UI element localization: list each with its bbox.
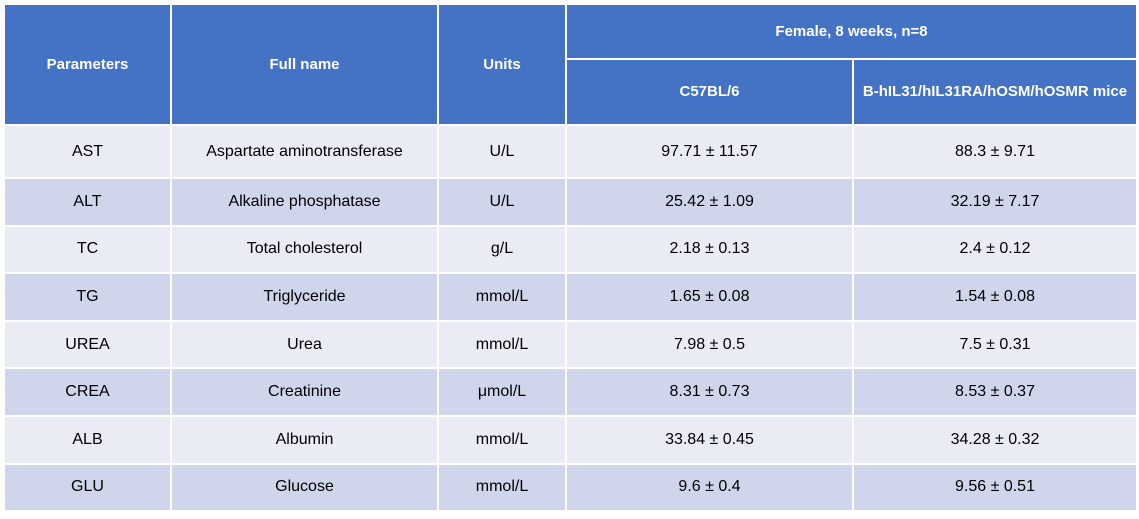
cell-c57bl6-value: 7.98 ± 0.5 — [565, 319, 854, 370]
header-units: Units — [437, 3, 567, 126]
cell-humanized-value: 88.3 ± 9.71 — [852, 124, 1138, 179]
table-row: UREA Urea mmol/L 7.98 ± 0.5 7.5 ± 0.31 — [3, 319, 1138, 370]
cell-parameter: TC — [3, 224, 172, 275]
cell-humanized-value: 7.5 ± 0.31 — [852, 319, 1138, 370]
cell-unit: mmol/L — [437, 272, 567, 322]
table-header: Parameters Full name Units Female, 8 wee… — [3, 3, 1138, 126]
cell-c57bl6-value: 2.18 ± 0.13 — [565, 224, 854, 275]
cell-full-name: Urea — [170, 319, 439, 370]
cell-c57bl6-value: 9.6 ± 0.4 — [565, 462, 854, 513]
cell-parameter: AST — [3, 124, 172, 179]
cell-unit: μmol/L — [437, 367, 567, 417]
cell-humanized-value: 8.53 ± 0.37 — [852, 367, 1138, 417]
cell-c57bl6-value: 8.31 ± 0.73 — [565, 367, 854, 417]
header-strain-c57bl6: C57BL/6 — [565, 58, 854, 126]
cell-c57bl6-value: 25.42 ± 1.09 — [565, 177, 854, 227]
cell-unit: U/L — [437, 124, 567, 179]
header-row-top: Parameters Full name Units Female, 8 wee… — [3, 3, 1138, 126]
cell-unit: mmol/L — [437, 319, 567, 370]
table-row: TC Total cholesterol g/L 2.18 ± 0.13 2.4 ± 0… — [3, 224, 1138, 275]
table-row: ALB Albumin mmol/L 33.84 ± 0.45 34.28 ± 0.32 — [3, 414, 1138, 465]
cell-unit: mmol/L — [437, 414, 567, 465]
header-full-name: Full name — [170, 3, 439, 126]
cell-full-name: Creatinine — [170, 367, 439, 417]
cell-parameter: ALB — [3, 414, 172, 465]
table-row: TG Triglyceride mmol/L 1.65 ± 0.08 1.54 ± 0.… — [3, 272, 1138, 322]
table-row: AST Aspartate aminotransferase U/L 97.71 ± … — [3, 124, 1138, 179]
cell-unit: U/L — [437, 177, 567, 227]
cell-humanized-value: 32.19 ± 7.17 — [852, 177, 1138, 227]
table-row: ALT Alkaline phosphatase U/L 25.42 ± 1.09 32… — [3, 177, 1138, 227]
header-row-sub: C57BL/6 B-hIL31/hIL31RA/hOSM/hOSMR mice — [4, 58, 1138, 126]
cell-c57bl6-value: 33.84 ± 0.45 — [565, 414, 854, 465]
cell-full-name: Albumin — [170, 414, 439, 465]
cell-parameter: CREA — [3, 367, 172, 417]
table-row: GLU Glucose mmol/L 9.6 ± 0.4 9.56 ± 0.51 — [3, 462, 1138, 513]
header-strain-humanized: B-hIL31/hIL31RA/hOSM/hOSMR mice — [852, 58, 1138, 126]
cell-humanized-value: 9.56 ± 0.51 — [852, 462, 1138, 513]
cell-full-name: Alkaline phosphatase — [170, 177, 439, 227]
table-row: CREA Creatinine μmol/L 8.31 ± 0.73 8.53 ± 0.… — [3, 367, 1138, 417]
blood-biochemistry-table-container: Parameters Full name Units Female, 8 wee… — [3, 3, 1138, 513]
cell-full-name: Total cholesterol — [170, 224, 439, 275]
cell-parameter: GLU — [3, 462, 172, 513]
table-body: AST Aspartate aminotransferase U/L 97.71 ± … — [3, 124, 1138, 513]
cell-full-name: Triglyceride — [170, 272, 439, 322]
header-group: Female, 8 weeks, n=8 — [565, 3, 1138, 60]
cell-humanized-value: 2.4 ± 0.12 — [852, 224, 1138, 275]
cell-unit: g/L — [437, 224, 567, 275]
cell-full-name: Glucose — [170, 462, 439, 513]
header-parameters: Parameters — [3, 3, 172, 126]
cell-parameter: UREA — [3, 319, 172, 370]
cell-parameter: TG — [3, 272, 172, 322]
cell-humanized-value: 1.54 ± 0.08 — [852, 272, 1138, 322]
cell-parameter: ALT — [3, 177, 172, 227]
cell-full-name: Aspartate aminotransferase — [170, 124, 439, 179]
blood-biochemistry-table: Parameters Full name Units Female, 8 wee… — [3, 3, 1138, 513]
cell-humanized-value: 34.28 ± 0.32 — [852, 414, 1138, 465]
cell-c57bl6-value: 97.71 ± 11.57 — [565, 124, 854, 179]
cell-c57bl6-value: 1.65 ± 0.08 — [565, 272, 854, 322]
cell-unit: mmol/L — [437, 462, 567, 513]
